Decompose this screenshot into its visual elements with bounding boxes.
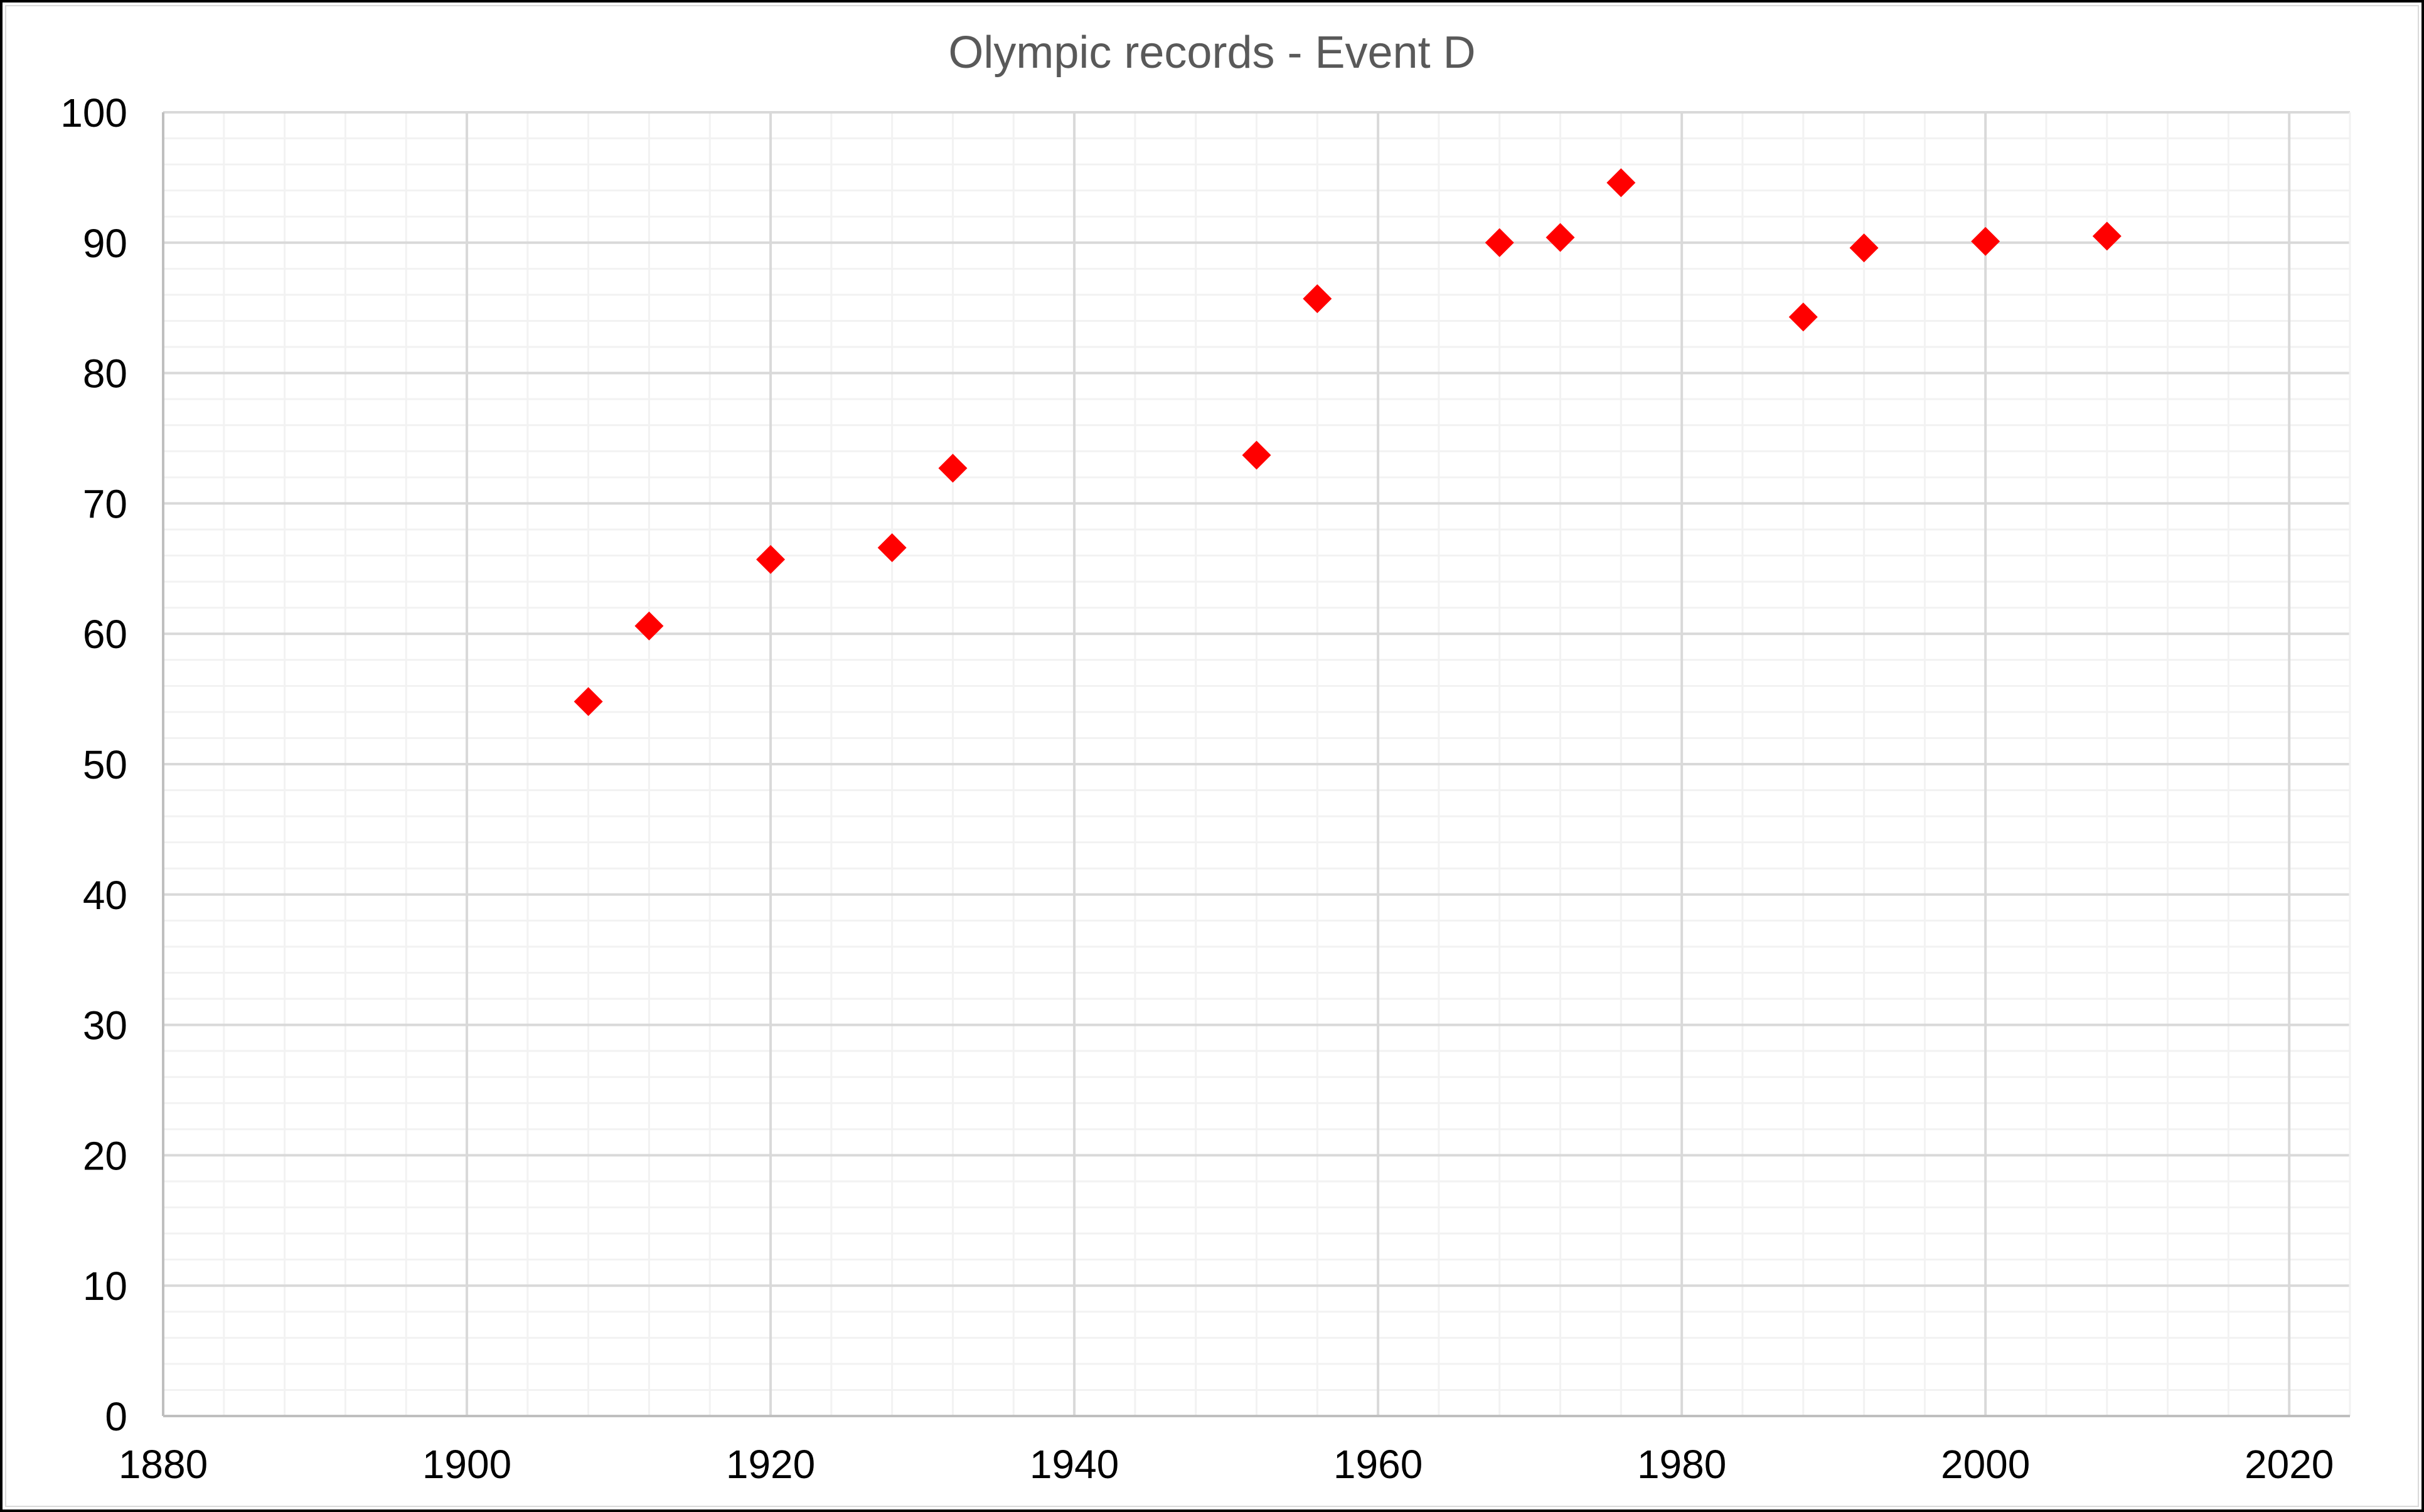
- major-gridlines: [162, 111, 2351, 1417]
- y-tick-label: 30: [83, 1003, 127, 1048]
- data-point-diamond-icon: [574, 687, 603, 716]
- data-point-diamond-icon: [2092, 221, 2122, 251]
- y-axis-tick-labels: 0 10 20 30 40 50 60 70 80 90 100: [60, 90, 127, 1439]
- data-point-diamond-icon: [1242, 440, 1271, 470]
- x-tick-label: 1960: [1333, 1442, 1423, 1487]
- y-tick-label: 90: [83, 221, 127, 266]
- data-point-diamond-icon: [1971, 226, 2000, 256]
- chart-title: Olympic records - Event D: [948, 28, 1476, 78]
- y-tick-label: 20: [83, 1133, 127, 1178]
- data-point-diamond-icon: [938, 454, 968, 483]
- y-tick-label: 40: [83, 873, 127, 918]
- x-tick-label: 1880: [119, 1442, 208, 1487]
- y-tick-label: 50: [83, 742, 127, 787]
- data-point-diamond-icon: [1546, 223, 1575, 252]
- data-point-diamond-icon: [1606, 168, 1636, 198]
- y-tick-label: 80: [83, 351, 127, 397]
- x-tick-label: 1900: [422, 1442, 511, 1487]
- axes: [162, 112, 2350, 1417]
- data-point-diamond-icon: [1485, 228, 1514, 257]
- x-tick-label: 1940: [1030, 1442, 1119, 1487]
- data-point-diamond-icon: [756, 545, 786, 574]
- data-point-diamond-icon: [1788, 302, 1818, 332]
- data-points: [574, 168, 2122, 716]
- data-point-diamond-icon: [1849, 233, 1879, 263]
- y-tick-label: 100: [60, 90, 127, 136]
- y-tick-label: 70: [83, 481, 127, 526]
- data-point-diamond-icon: [1303, 284, 1332, 314]
- data-point-diamond-icon: [877, 533, 907, 563]
- x-tick-label: 2000: [1941, 1442, 2030, 1487]
- x-tick-label: 1980: [1637, 1442, 1726, 1487]
- y-tick-label: 10: [83, 1264, 127, 1309]
- y-tick-label: 60: [83, 612, 127, 657]
- data-point-diamond-icon: [634, 611, 664, 641]
- x-axis-tick-labels: 1880 1900 1920 1940 1960 1980 2000 2020: [119, 1442, 2334, 1487]
- x-tick-label: 2020: [2245, 1442, 2334, 1487]
- chart-frame-inner: [5, 5, 2419, 1507]
- y-tick-label: 0: [105, 1394, 127, 1439]
- x-tick-label: 1920: [726, 1442, 815, 1487]
